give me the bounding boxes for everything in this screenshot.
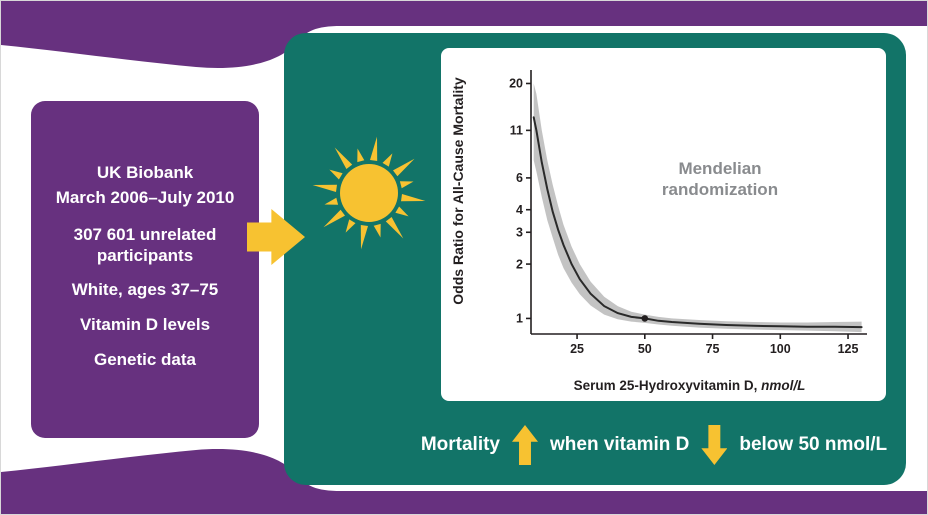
caption-end: below 50 nmol/L	[739, 434, 888, 455]
results-panel: Odds Ratio for All-Cause Mortality 1 2 3 4 6…	[284, 33, 906, 485]
down-arrow-icon	[701, 425, 728, 465]
y-tick-label: 2	[516, 257, 523, 271]
study-line: 307 601 unrelated participants	[73, 224, 217, 265]
up-arrow-icon	[512, 425, 538, 465]
sun-ray	[334, 147, 353, 169]
sun-ray	[370, 136, 378, 161]
mendelian-annotation: Mendelian randomization	[661, 159, 779, 200]
study-line: UK Biobank	[96, 163, 194, 183]
sun-ray	[395, 206, 409, 217]
sun-ray	[401, 194, 426, 202]
sun-ray	[393, 158, 415, 177]
sun-ray	[360, 225, 368, 250]
x-tick-label: 25	[570, 342, 584, 356]
confidence-band	[533, 83, 862, 333]
study-info-card: UK Biobank March 2006–July 2010 307 601 …	[31, 101, 259, 438]
sun-ray	[385, 217, 404, 239]
sun-ray	[373, 223, 381, 238]
sun-icon	[309, 133, 429, 253]
or-vs-vitd-chart: 1 2 3 4 6 11 20 25 50 75 100 125	[509, 70, 867, 356]
study-line: Genetic data	[93, 349, 197, 369]
x-tick-label: 75	[706, 342, 720, 356]
y-tick-label: 4	[516, 203, 523, 217]
y-tick-label: 6	[516, 171, 523, 185]
sun-ray	[329, 169, 343, 180]
y-tick-label: 20	[509, 77, 523, 91]
sun-ray	[324, 197, 339, 205]
x-axis-label-unit: nmol/L	[761, 378, 806, 393]
study-line: March 2006–July 2010	[55, 188, 235, 208]
marker-point-50	[641, 315, 649, 322]
y-tick-label: 3	[516, 225, 523, 239]
top-ribbon-shape	[1, 1, 927, 68]
sun-ray	[323, 209, 345, 228]
sun-ray	[345, 219, 356, 233]
x-tick-label: 50	[638, 342, 652, 356]
sun-core	[340, 164, 398, 222]
chart-card: Odds Ratio for All-Cause Mortality 1 2 3 4 6…	[441, 48, 886, 401]
sun-ray	[312, 184, 337, 192]
sun-ray	[382, 153, 393, 167]
caption-middle: when vitamin D	[550, 434, 690, 455]
odds-ratio-curve	[532, 116, 863, 329]
y-axis-label: Odds Ratio for All-Cause Mortality	[450, 77, 466, 305]
caption: Mortality when vitamin D below 50 nmol/L	[284, 423, 906, 467]
sun-rays	[312, 136, 426, 250]
y-tick-label: 1	[516, 312, 523, 326]
x-tick-label: 100	[770, 342, 791, 356]
study-line: Vitamin D levels	[79, 315, 211, 335]
study-line: White, ages 37–75	[71, 280, 219, 300]
x-axis-label-text: Serum 25-Hydroxyvitamin D,	[573, 378, 758, 393]
sun-ray	[357, 148, 365, 163]
x-axis-label: Serum 25-Hydroxyvitamin D, nmol/L	[441, 378, 886, 393]
sun-ray	[399, 181, 414, 189]
x-tick-label: 125	[838, 342, 859, 356]
caption-mortality: Mortality	[420, 434, 500, 455]
bottom-ribbon-shape	[1, 449, 927, 514]
y-tick-label: 11	[510, 124, 523, 138]
